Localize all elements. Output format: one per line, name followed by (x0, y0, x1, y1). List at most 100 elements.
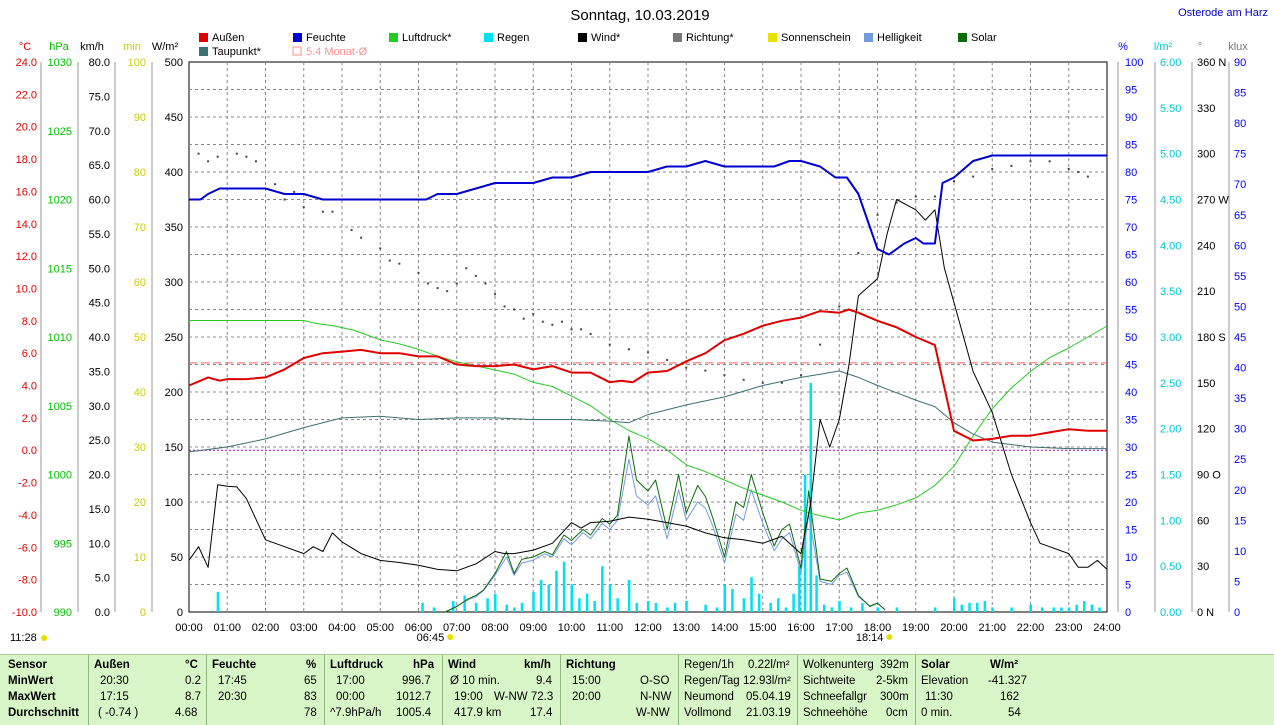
legend-swatch (199, 47, 208, 56)
legend-swatch (673, 33, 682, 42)
deg-tick-label: 0 N (1197, 607, 1214, 619)
aussen-min: 0.2 (185, 675, 201, 687)
klux-tick-label: 40 (1234, 363, 1246, 375)
pct-tick-label: 40 (1125, 387, 1137, 399)
temp-tick-label: 20.0 (16, 122, 37, 134)
legend-label: Feuchte (306, 32, 346, 44)
luftdruck-max: 1012.7 (396, 691, 432, 703)
pct-tick-label: 30 (1125, 442, 1137, 454)
rain-bar (570, 584, 573, 612)
hpa-tick-label: 995 (54, 538, 72, 550)
rain-bar (486, 598, 489, 612)
klux-tick-label: 35 (1234, 393, 1246, 405)
aussen-max: 8.7 (185, 691, 201, 703)
direction-point (895, 201, 898, 204)
direction-point (398, 262, 401, 265)
kmh-tick-label: 0.0 (95, 607, 110, 619)
rain-bar (1098, 607, 1101, 612)
luftdruck-min: 996.7 (402, 675, 431, 687)
rain-bar (975, 602, 979, 612)
wm2-tick-label: 300 (165, 277, 183, 289)
klux-tick-label: 5 (1234, 576, 1240, 588)
kmh-tick-label: 75.0 (89, 91, 110, 103)
rain-tick-label: 0.00 (1160, 607, 1181, 619)
rain-tick-label: 6.00 (1160, 57, 1181, 69)
hpa-tick-label: 1025 (48, 126, 72, 138)
temp-tick-label: -10.0 (12, 607, 37, 619)
feuchte-line (189, 154, 1107, 256)
rain-bar (474, 602, 478, 612)
rain-bar (654, 602, 658, 612)
x-tick-label: 02:00 (252, 622, 280, 634)
kmh-tick-label: 15.0 (89, 504, 110, 516)
direction-point (972, 175, 975, 178)
legend-swatch (768, 33, 777, 42)
rain-bar (876, 607, 879, 612)
rain-bar (494, 593, 497, 612)
legend-swatch (958, 33, 967, 42)
direction-point (1029, 160, 1032, 163)
table-header-feuchte: Feuchte (212, 659, 257, 671)
rain-tick-label: 5.00 (1160, 149, 1181, 161)
direction-point (704, 369, 707, 372)
sichtweite: 2-5km (876, 675, 908, 687)
x-tick-label: 23:00 (1055, 622, 1083, 634)
x-tick-label: 19:00 (902, 622, 930, 634)
rain-bar (731, 589, 734, 612)
wind-max-time: 19:00 (454, 691, 483, 703)
temp-tick-label: 4.0 (22, 381, 37, 393)
rain-bar (723, 584, 726, 612)
x-tick-label: 07:00 (443, 622, 471, 634)
feuchte-avg: 78 (304, 707, 317, 719)
temp-tick-label: 14.0 (16, 219, 37, 231)
wm2-tick-label: 150 (165, 442, 183, 454)
hpa-tick-label: 990 (54, 607, 72, 619)
table-header-aussen: Außen (94, 659, 130, 671)
pct-axis-unit: % (1118, 41, 1128, 53)
rain-bar (1010, 607, 1013, 612)
klux-tick-label: 45 (1234, 332, 1246, 344)
schneefallgr: 300m (880, 691, 909, 703)
rain-tick-label: 4.00 (1160, 240, 1181, 252)
luftdruck-max-time: 00:00 (336, 691, 365, 703)
direction-point (503, 305, 506, 308)
x-tick-label: 10:00 (558, 622, 586, 634)
klux-tick-label: 75 (1234, 149, 1246, 161)
schneefallgr-label: Schneefallgr (803, 691, 867, 703)
feuchte-min-time: 17:45 (218, 675, 247, 687)
direction-point (513, 308, 516, 311)
direction-point (742, 378, 745, 381)
min-tick-label: 90 (134, 112, 146, 124)
wolkenunterg-label: Wolkenunterg (803, 659, 874, 671)
kmh-tick-label: 35.0 (89, 366, 110, 378)
helligkeit-line (445, 458, 886, 613)
rain-bar (601, 566, 604, 612)
x-tick-label: 22:00 (1017, 622, 1045, 634)
wind-avg: 17.4 (530, 707, 553, 719)
deg-tick-label: 90 O (1197, 470, 1221, 482)
rain-bar (769, 602, 772, 612)
direction-point (580, 328, 583, 331)
x-tick-label: 17:00 (825, 622, 853, 634)
rain-bar (1075, 604, 1078, 612)
x-tick-label: 11:00 (596, 622, 623, 634)
direction-point (933, 195, 936, 198)
direction-point (819, 343, 822, 346)
klux-tick-label: 85 (1234, 88, 1246, 100)
pct-tick-label: 90 (1125, 112, 1137, 124)
chart-title: Sonntag, 10.03.2019 (570, 7, 709, 24)
kmh-tick-label: 60.0 (89, 195, 110, 207)
direction-point (780, 381, 783, 384)
rain-bar (513, 607, 516, 612)
direction-point (532, 313, 535, 316)
legend-swatch (389, 33, 398, 42)
rain-bar (432, 607, 436, 612)
direction-point (627, 348, 630, 351)
direction-point (484, 282, 487, 285)
wm2-tick-label: 200 (165, 387, 183, 399)
klux-axis-unit: klux (1228, 41, 1248, 53)
direction-point (254, 160, 257, 163)
kmh-tick-label: 55.0 (89, 229, 110, 241)
aussen-avg: 4.68 (175, 707, 198, 719)
x-tick-label: 03:00 (290, 622, 318, 634)
